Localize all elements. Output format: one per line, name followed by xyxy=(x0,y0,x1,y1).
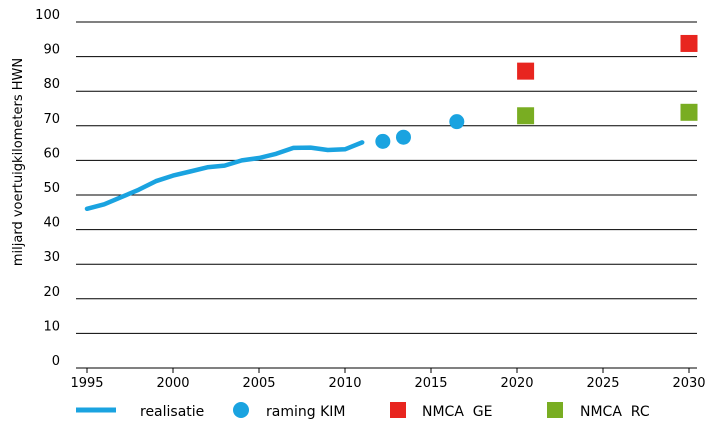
y-tick-100: 100 xyxy=(35,8,60,23)
legend-label-nmca-ge: NMCA GE xyxy=(422,404,493,420)
y-tick-60: 60 xyxy=(43,146,60,161)
x-tick-labels: 1995 2000 2005 2010 2015 2020 2025 2030 xyxy=(70,376,705,391)
legend: realisatie raming KIM NMCA GE NMCA RC xyxy=(76,402,650,420)
y-tick-70: 70 xyxy=(43,112,60,127)
legend-square-nmca-rc-swatch xyxy=(547,402,563,418)
y-tick-20: 20 xyxy=(43,285,60,300)
y-tick-10: 10 xyxy=(43,319,60,334)
nmca-rc-point-0 xyxy=(517,107,535,125)
x-tick-2005: 2005 xyxy=(242,376,275,391)
y-axis-label: miljard voertuigkilometers HWN xyxy=(11,58,26,266)
grid-lines xyxy=(76,21,697,373)
y-tick-50: 50 xyxy=(43,181,60,196)
legend-square-nmca-ge-swatch xyxy=(390,402,406,418)
x-tick-2015: 2015 xyxy=(414,376,447,391)
nmca-rc-point-1 xyxy=(680,103,698,121)
series-line-realisatie xyxy=(84,140,365,212)
legend-circle-raming-swatch xyxy=(233,402,249,418)
nmca-ge-point-1 xyxy=(680,34,698,52)
y-tick-90: 90 xyxy=(43,43,60,58)
y-tick-30: 30 xyxy=(43,250,60,265)
y-tick-40: 40 xyxy=(43,216,60,231)
raming-point-0 xyxy=(375,133,391,149)
legend-label-raming: raming KIM xyxy=(266,404,345,420)
x-tick-2000: 2000 xyxy=(156,376,189,391)
raming-point-2 xyxy=(449,114,465,130)
legend-label-nmca-rc: NMCA RC xyxy=(580,404,650,420)
y-tick-0: 0 xyxy=(52,354,60,369)
x-tick-2025: 2025 xyxy=(586,376,619,391)
data-series xyxy=(84,34,698,212)
y-tick-80: 80 xyxy=(43,77,60,92)
y-tick-labels: 0 10 20 30 40 50 60 70 80 90 100 xyxy=(35,8,60,369)
x-tick-2010: 2010 xyxy=(328,376,361,391)
legend-label-realisatie: realisatie xyxy=(140,404,204,420)
nmca-ge-point-0 xyxy=(517,62,535,80)
x-tick-2030: 2030 xyxy=(672,376,705,391)
x-tick-2020: 2020 xyxy=(500,376,533,391)
x-tick-1995: 1995 xyxy=(70,376,103,391)
raming-point-1 xyxy=(395,129,411,145)
